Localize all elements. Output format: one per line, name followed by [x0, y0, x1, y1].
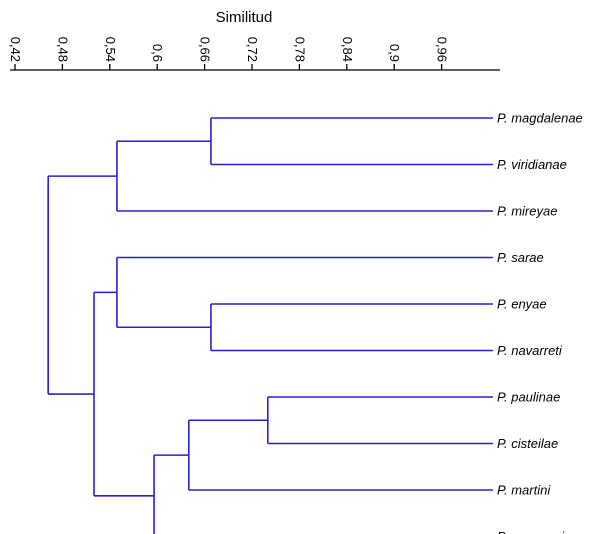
- leaf-label: P. mireyae: [497, 204, 557, 219]
- tick-label: 0,6: [150, 44, 165, 62]
- leaf-label: P. navarreti: [497, 343, 563, 358]
- leaf-label: P. viridianae: [497, 157, 567, 172]
- tick-label: 0,72: [245, 37, 260, 62]
- leaf-label: P. paulinae: [497, 390, 560, 405]
- leaf-label: P. sarae: [497, 250, 544, 265]
- leaf-label: P. enyae: [497, 297, 547, 312]
- leaf-label: P. martini: [497, 483, 551, 498]
- tick-label: 0,48: [55, 37, 70, 62]
- tick-label: 0,66: [198, 37, 213, 62]
- dendrogram-branches: [47, 117, 493, 534]
- tick-label: 0,84: [340, 37, 355, 62]
- tick-label: 0,54: [103, 37, 118, 62]
- tick-label: 0,96: [435, 37, 450, 62]
- axis-ticks: 0,42 0,48 0,54 0,6 0,66 0,72 0,78 0,84 0,9 0,96: [8, 37, 450, 70]
- leaf-label: P. cisteilae: [497, 436, 558, 451]
- axis-title: Similitud: [216, 9, 273, 26]
- leaf-label: P. geovanni: [497, 529, 565, 534]
- tick-label: 0,9: [387, 44, 402, 62]
- tick-label: 0,42: [8, 37, 23, 62]
- tick-label: 0,78: [292, 37, 307, 62]
- leaf-label: P. magdalenae: [497, 111, 583, 126]
- leaf-labels: P. magdalenae P. viridianae P. mireyae P. s…: [497, 111, 583, 534]
